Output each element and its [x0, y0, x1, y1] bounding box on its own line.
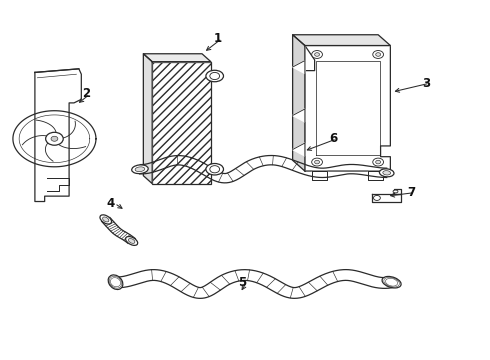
Ellipse shape [125, 237, 138, 246]
Circle shape [210, 72, 220, 80]
Circle shape [51, 136, 58, 141]
Text: 1: 1 [214, 32, 222, 45]
Circle shape [46, 132, 63, 145]
Ellipse shape [128, 239, 135, 243]
Polygon shape [293, 109, 305, 122]
Ellipse shape [132, 165, 148, 174]
Circle shape [210, 166, 220, 173]
Polygon shape [305, 45, 391, 171]
Polygon shape [144, 54, 152, 184]
Polygon shape [293, 60, 305, 73]
Ellipse shape [206, 163, 223, 175]
Ellipse shape [393, 190, 398, 193]
Ellipse shape [108, 275, 123, 289]
Ellipse shape [383, 171, 391, 175]
Ellipse shape [373, 195, 380, 201]
Polygon shape [312, 171, 327, 180]
Ellipse shape [102, 217, 109, 222]
Ellipse shape [135, 167, 145, 172]
Ellipse shape [382, 276, 401, 288]
Polygon shape [368, 171, 383, 180]
Ellipse shape [100, 215, 112, 224]
Circle shape [376, 160, 381, 164]
Bar [152, 62, 211, 184]
Text: 5: 5 [239, 276, 246, 289]
Polygon shape [35, 69, 81, 202]
Circle shape [373, 50, 384, 58]
Polygon shape [293, 35, 391, 45]
Text: 2: 2 [82, 87, 90, 100]
Circle shape [312, 158, 322, 166]
Text: 6: 6 [329, 132, 337, 145]
Circle shape [312, 50, 322, 58]
Polygon shape [372, 189, 401, 202]
Text: 4: 4 [106, 197, 115, 210]
Polygon shape [293, 143, 305, 156]
Circle shape [315, 53, 319, 56]
Circle shape [373, 158, 384, 166]
Text: 3: 3 [422, 77, 430, 90]
Polygon shape [144, 54, 211, 62]
Ellipse shape [206, 70, 223, 82]
Polygon shape [293, 35, 305, 171]
Text: 7: 7 [407, 186, 415, 199]
Ellipse shape [379, 169, 394, 177]
Circle shape [376, 53, 381, 56]
Circle shape [315, 160, 319, 164]
